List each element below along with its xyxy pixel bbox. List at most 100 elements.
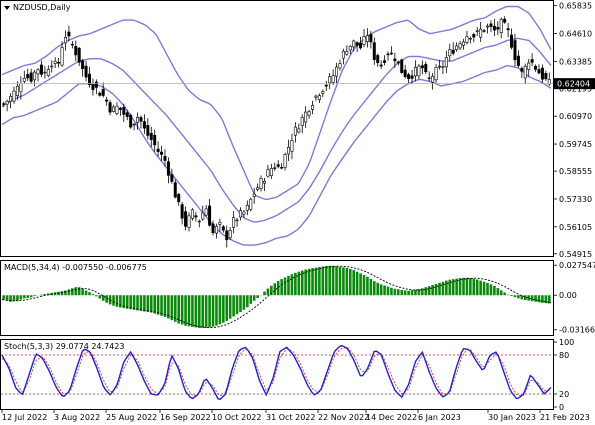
price-axis: 0.658350.646100.633850.621950.609700.597… [553, 2, 592, 259]
candle-body [19, 83, 23, 93]
time-tick-label: 25 Aug 2022 [106, 413, 157, 422]
stochastic-signal-line [1, 346, 551, 396]
candle-body [194, 215, 198, 218]
candle-body [311, 105, 315, 110]
candle-body [98, 92, 102, 96]
candle-body [527, 62, 531, 70]
candle-body [5, 100, 9, 105]
candle-body [262, 180, 266, 184]
candle-body [540, 67, 544, 80]
candle-body [180, 204, 184, 219]
candle-body [465, 36, 469, 43]
candle-body [63, 37, 67, 44]
candle-body [136, 116, 140, 123]
candle-body [160, 151, 164, 155]
candle-body [139, 117, 143, 122]
time-tick-label: 30 Jan 2023 [488, 413, 536, 422]
candle-body [328, 76, 332, 84]
candle-body [43, 71, 47, 74]
candle-body [26, 74, 30, 79]
candle-body [300, 117, 304, 126]
candle-body [314, 95, 318, 98]
price-tick-label: 0.60970 [559, 112, 592, 121]
candle-body [534, 65, 538, 70]
macd-panel[interactable]: 0.027547 0.00 -0.031665 MACD(5,34,4) -0.00… [1, 261, 595, 335]
candle-body [379, 64, 383, 67]
main-panel-frame [0, 0, 554, 257]
macd-histogram [2, 265, 551, 328]
candle-body [403, 69, 407, 77]
candle-body [156, 148, 160, 152]
candle-body [331, 75, 335, 83]
time-tick-label: 16 Sep 2022 [160, 413, 211, 422]
candle-body [400, 59, 404, 73]
candle-body [22, 78, 26, 82]
candle-body [482, 30, 486, 32]
candle-body [15, 85, 19, 96]
candle-body [304, 111, 308, 123]
candle-body [475, 30, 479, 32]
candle-body [149, 132, 153, 141]
candle-body [225, 230, 229, 241]
dropdown-triangle-icon[interactable] [4, 6, 10, 10]
candle-body [184, 211, 188, 227]
candle-body [94, 81, 98, 88]
candle-body [12, 90, 16, 102]
candle-body [238, 210, 242, 218]
candle-body [516, 55, 520, 66]
symbol-timeframe-label: NZDUSD,Daily [13, 3, 71, 12]
candle-body [407, 74, 411, 79]
candle-body [36, 69, 40, 75]
candle-body [112, 106, 116, 112]
candle-body [67, 31, 71, 37]
time-tick-label: 10 Oct 2022 [212, 413, 261, 422]
candle-body [142, 121, 146, 129]
candle-body [341, 50, 345, 59]
candle-body [173, 182, 177, 198]
stochastic-tick-label: 80 [559, 351, 569, 360]
candle-body [448, 49, 452, 57]
candle-body [228, 230, 232, 239]
stochastic-axis: 100 80 20 0 [553, 338, 574, 412]
candle-body [245, 205, 249, 211]
candle-body [9, 96, 13, 102]
candle-body [211, 223, 215, 234]
candle-body [530, 59, 534, 63]
candle-body [396, 61, 400, 64]
stochastic-tick-label: 0 [559, 403, 564, 412]
candle-body [506, 28, 510, 31]
time-tick-label: 14 Dec 2022 [366, 413, 417, 422]
candle-body [129, 114, 133, 128]
candle-body [455, 45, 459, 51]
macd-panel-frame [0, 260, 554, 336]
candle-body [70, 43, 74, 46]
candle-body [420, 65, 424, 69]
candle-body [232, 217, 236, 228]
time-tick-label: 6 Jan 2023 [418, 413, 461, 422]
stochastic-main-line [1, 345, 552, 400]
candle-body [283, 154, 287, 168]
candle-body [293, 126, 297, 136]
candle-body [57, 61, 61, 64]
candle-body [280, 167, 284, 169]
candle-body [434, 67, 438, 81]
stochastic-tick-label: 20 [559, 390, 569, 399]
stochastic-panel[interactable]: 100 80 20 0 Stoch(5,3,3) 29.0774 24.7423 [1, 338, 574, 412]
price-panel[interactable]: 0.658350.646100.633850.621950.609700.597… [1, 2, 595, 259]
candle-body [221, 226, 225, 231]
stochastic-label: Stoch(5,3,3) 29.0774 24.7423 [4, 342, 124, 351]
candle-body [523, 65, 527, 79]
bollinger-upper-line [1, 5, 552, 201]
candle-body [53, 60, 57, 64]
candle-body [352, 40, 356, 48]
candle-body [427, 77, 431, 80]
candle-body [468, 37, 472, 40]
candle-body [249, 198, 253, 210]
candle-body [81, 60, 85, 70]
candle-body [544, 73, 548, 80]
candle-body [132, 123, 136, 126]
current-price-value: 0.62404 [557, 80, 590, 89]
candle-body [365, 35, 369, 43]
candle-body [486, 25, 490, 28]
